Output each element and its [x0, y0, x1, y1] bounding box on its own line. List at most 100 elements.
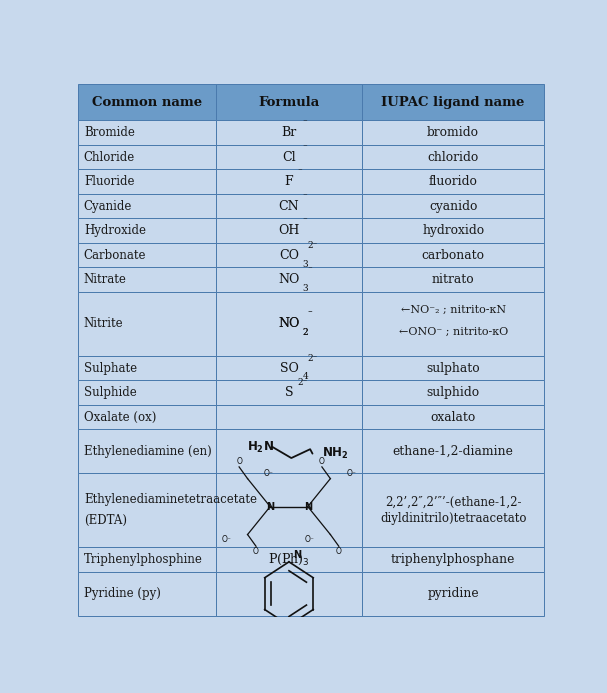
Bar [362, 380, 544, 405]
Text: ←NO⁻₂ ; nitrito-κN: ←NO⁻₂ ; nitrito-κN [401, 305, 506, 315]
Text: Formula: Formula [259, 96, 320, 109]
Bar [362, 356, 544, 380]
Text: Common name: Common name [92, 96, 202, 109]
Bar [215, 85, 362, 121]
Text: ⁻: ⁻ [307, 310, 312, 319]
Bar [78, 267, 215, 292]
Bar [215, 267, 362, 292]
Text: NO: NO [278, 317, 300, 331]
Text: S: S [285, 386, 293, 399]
Bar [215, 292, 362, 356]
Text: 3: 3 [303, 284, 308, 293]
Text: 4: 4 [303, 372, 308, 381]
Bar [215, 169, 362, 194]
Text: ⁻: ⁻ [307, 310, 312, 319]
Text: Oxalate (ox): Oxalate (ox) [84, 410, 156, 423]
Text: pyridine: pyridine [427, 587, 479, 600]
Bar [215, 380, 362, 405]
Bar [215, 145, 362, 169]
Text: O: O [336, 547, 342, 556]
Text: P(Ph)$_3$: P(Ph)$_3$ [268, 552, 310, 567]
Text: triphenylphosphane: triphenylphosphane [391, 553, 515, 565]
Text: O: O [319, 457, 325, 466]
Text: Triphenylphosphine: Triphenylphosphine [84, 553, 203, 565]
Bar [78, 85, 215, 121]
Text: $\mathbf{H_2N}$: $\mathbf{H_2N}$ [246, 439, 274, 455]
Bar [78, 169, 215, 194]
Text: F: F [285, 175, 293, 188]
Bar [362, 430, 544, 473]
Bar [215, 356, 362, 380]
Text: ⁻: ⁻ [297, 167, 302, 176]
Text: Chloride: Chloride [84, 150, 135, 164]
Bar [215, 430, 362, 473]
Text: Fluoride: Fluoride [84, 175, 134, 188]
Bar [362, 121, 544, 145]
Text: sulphido: sulphido [427, 386, 480, 399]
Bar [362, 85, 544, 121]
Text: Hydroxide: Hydroxide [84, 225, 146, 237]
Bar [215, 194, 362, 218]
Text: 3: 3 [303, 259, 308, 268]
Bar [215, 572, 362, 615]
Bar [78, 292, 215, 356]
Text: O: O [236, 457, 242, 466]
Text: Cyanide: Cyanide [84, 200, 132, 213]
Bar [362, 169, 544, 194]
Text: O⁻: O⁻ [222, 536, 231, 545]
Text: cyanido: cyanido [429, 200, 477, 213]
Text: bromido: bromido [427, 126, 479, 139]
Bar [78, 218, 215, 243]
Text: Nitrate: Nitrate [84, 273, 127, 286]
Bar [215, 218, 362, 243]
Text: O: O [253, 547, 259, 556]
Bar [78, 194, 215, 218]
Bar [78, 121, 215, 145]
Text: NO: NO [278, 317, 300, 331]
Text: OH: OH [278, 225, 300, 237]
Bar [362, 145, 544, 169]
Text: NO: NO [278, 273, 300, 286]
Text: ⁻: ⁻ [303, 143, 307, 152]
Bar [362, 473, 544, 547]
Text: N: N [304, 502, 312, 511]
Text: 2⁻: 2⁻ [307, 353, 317, 362]
Text: ethane-1,2-diamine: ethane-1,2-diamine [393, 445, 514, 458]
Text: O⁻: O⁻ [264, 468, 274, 477]
Bar [362, 243, 544, 267]
Bar [78, 572, 215, 615]
Bar [215, 243, 362, 267]
Bar [78, 380, 215, 405]
Bar [78, 145, 215, 169]
Bar [215, 405, 362, 430]
Bar [78, 473, 215, 547]
Text: hydroxido: hydroxido [422, 225, 484, 237]
Bar [215, 121, 362, 145]
Text: 2,2’,2″,2’″’-(ethane-1,2-: 2,2’,2″,2’″’-(ethane-1,2- [385, 495, 521, 509]
Text: sulphato: sulphato [426, 362, 480, 374]
Bar [78, 243, 215, 267]
Bar [78, 405, 215, 430]
Bar [362, 218, 544, 243]
Text: 2: 2 [303, 328, 308, 337]
Text: diyldinitrilo)tetraacetato: diyldinitrilo)tetraacetato [380, 512, 526, 525]
Text: O⁻: O⁻ [347, 468, 356, 477]
Bar [78, 547, 215, 572]
Bar [362, 405, 544, 430]
Text: 2: 2 [303, 328, 308, 337]
Text: ⁻: ⁻ [303, 119, 307, 128]
Bar [215, 473, 362, 547]
Text: $\mathbf{NH_2}$: $\mathbf{NH_2}$ [322, 446, 348, 461]
Bar [78, 430, 215, 473]
Text: Nitrite: Nitrite [84, 317, 123, 331]
Bar [362, 267, 544, 292]
Text: N: N [293, 550, 301, 560]
Text: 2⁻: 2⁻ [307, 241, 317, 250]
Bar [78, 356, 215, 380]
Text: ←ONO⁻ ; nitrito-κO: ←ONO⁻ ; nitrito-κO [399, 326, 508, 337]
Text: Carbonate: Carbonate [84, 249, 146, 262]
Text: Cl: Cl [282, 150, 296, 164]
Text: chlorido: chlorido [427, 150, 479, 164]
Bar [362, 572, 544, 615]
Text: fluorido: fluorido [429, 175, 478, 188]
